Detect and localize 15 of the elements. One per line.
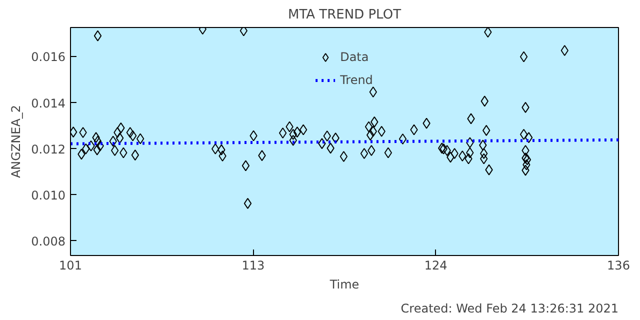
x-tick-label: 101 <box>59 258 82 272</box>
y-axis-title: ANGZNEA_2 <box>9 104 24 178</box>
x-axis-title: Time <box>328 278 360 292</box>
y-tick-label: 0.008 <box>31 234 66 248</box>
x-tick-label: 113 <box>242 258 265 272</box>
x-tick-label: 136 <box>607 258 630 272</box>
legend-label: Trend <box>340 73 373 87</box>
x-tick-label: 124 <box>424 258 448 272</box>
legend-label: Data <box>340 50 369 64</box>
chart-title: MTA TREND PLOT <box>288 8 402 22</box>
y-tick-label: 0.014 <box>31 96 66 110</box>
text: Created: Wed Feb 24 13:26:31 2021 <box>400 302 618 316</box>
y-tick-label: 0.016 <box>31 50 66 64</box>
y-tick-label: 0.012 <box>31 142 66 156</box>
y-tick-label: 0.010 <box>31 188 66 202</box>
